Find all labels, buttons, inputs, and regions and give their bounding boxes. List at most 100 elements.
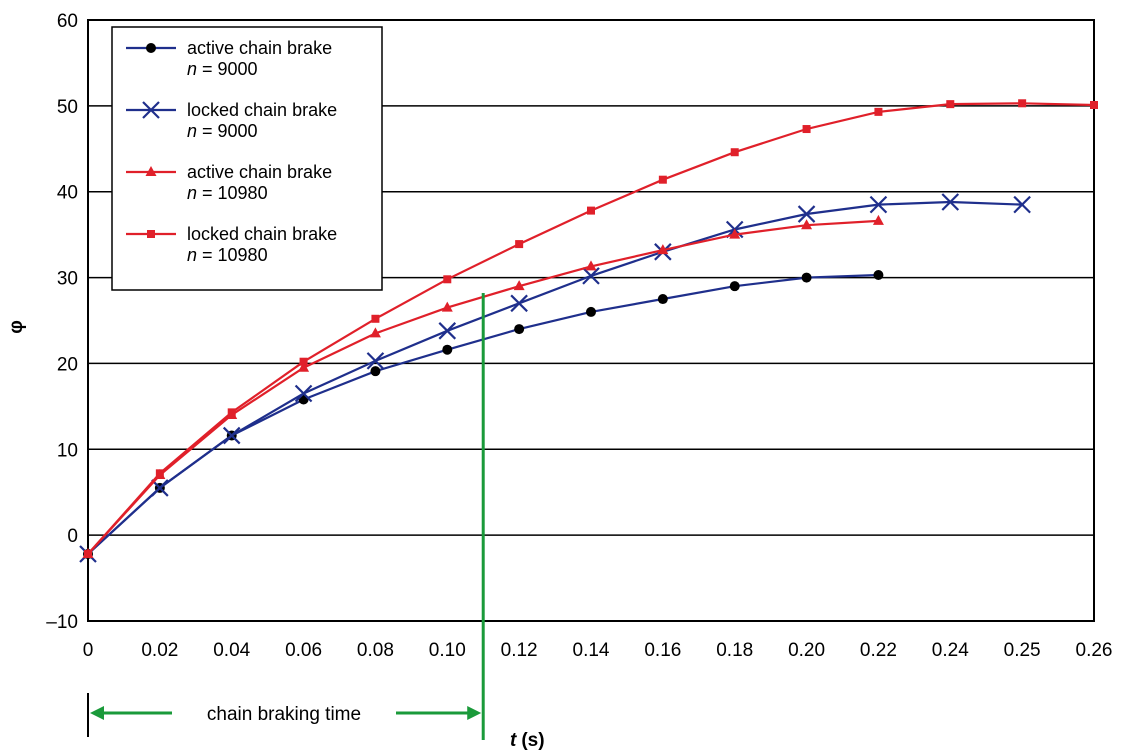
x-tick-label: 0.24	[932, 640, 969, 661]
y-tick-label: 40	[57, 183, 78, 204]
data-point	[441, 301, 453, 312]
x-tick-label: 0.04	[213, 640, 250, 661]
data-point	[299, 357, 308, 366]
x-tick-label: 0	[83, 640, 94, 661]
legend-n-value: = 10980	[202, 245, 268, 265]
x-tick-label: 0.25	[1004, 640, 1041, 661]
legend-box	[111, 26, 383, 291]
data-point	[1013, 195, 1031, 214]
x-tick-label: 0.20	[788, 640, 825, 661]
legend-n-value: = 9000	[202, 59, 258, 79]
marker-stroke	[941, 193, 960, 211]
data-point	[298, 361, 310, 372]
data-point	[84, 550, 92, 559]
legend-n-value: = 9000	[202, 121, 258, 141]
legend-sublabel: n = 10980	[187, 183, 268, 203]
data-point	[438, 322, 457, 340]
marker-stroke	[151, 479, 169, 497]
data-point	[222, 426, 241, 445]
legend-label: active chain brake	[187, 162, 332, 182]
y-tick-label: –10	[46, 612, 78, 633]
data-point	[801, 219, 813, 230]
data-point	[801, 272, 812, 283]
data-point	[142, 101, 160, 119]
legend-n-symbol: n	[187, 183, 197, 203]
y-tick-label: 30	[57, 269, 78, 290]
data-point	[514, 324, 525, 335]
x-tick-label: 0.06	[285, 640, 322, 661]
annotation-left-arrowhead	[90, 706, 104, 720]
data-point	[585, 260, 597, 271]
y-tick-label: 50	[57, 97, 78, 118]
marker-stroke	[582, 267, 600, 285]
x-axis-label: t (s)	[510, 730, 545, 751]
series-4	[84, 99, 1098, 559]
data-point	[151, 479, 169, 497]
data-point	[513, 280, 525, 291]
marker-stroke	[869, 195, 888, 214]
legend-sublabel: n = 9000	[187, 121, 258, 141]
data-point	[366, 352, 385, 370]
legend-sublabel: n = 9000	[187, 59, 258, 79]
legend-label: active chain brake	[187, 38, 332, 58]
x-tick-label: 0.08	[357, 640, 394, 661]
data-point	[155, 469, 164, 478]
data-point	[941, 193, 960, 211]
chain-braking-time-annotation: chain braking time	[87, 693, 482, 737]
data-point	[658, 175, 667, 184]
data-point	[587, 206, 595, 215]
data-point	[657, 244, 669, 255]
legend-n-value: = 10980	[202, 183, 268, 203]
data-point	[370, 366, 381, 377]
plot-frame	[87, 19, 1095, 622]
y-tick-label: 0	[67, 526, 78, 547]
data-point	[729, 228, 741, 239]
marker-stroke	[294, 384, 313, 403]
data-point	[802, 125, 811, 134]
x-tick-label: 0.18	[716, 640, 753, 661]
x-tick-label: 0.02	[141, 640, 178, 661]
data-point	[515, 240, 524, 249]
y-axis-label: φ	[6, 320, 27, 334]
data-point	[371, 314, 380, 323]
data-point	[582, 267, 600, 285]
data-point	[294, 384, 313, 403]
data-point	[657, 294, 668, 305]
series-layer	[79, 99, 1098, 563]
data-point	[730, 148, 739, 157]
x-axis-variable: t	[510, 730, 517, 751]
x-tick-label: 0.14	[573, 640, 610, 661]
x-axis-unit: (s)	[521, 730, 544, 751]
x-axis-ticks: 0 0.02 0.04 0.06 0.08 0.10 0.12 0.14 0.16 0.18 0.2…	[83, 640, 1113, 661]
legend-n-symbol: n	[187, 245, 197, 265]
data-point	[586, 306, 596, 317]
data-point	[874, 107, 883, 116]
data-point	[510, 294, 528, 313]
data-point	[869, 195, 888, 214]
marker-stroke	[1013, 195, 1031, 214]
data-point	[145, 166, 157, 176]
marker-stroke	[438, 322, 457, 340]
legend-n-symbol: n	[187, 121, 197, 141]
marker-stroke	[222, 426, 241, 445]
y-axis-ticks: –10 0 10 20 30 40 50 60	[46, 11, 78, 633]
y-tick-label: 20	[57, 354, 78, 375]
data-point	[729, 281, 740, 292]
x-tick-label: 0.16	[644, 640, 681, 661]
y-tick-label: 60	[57, 11, 78, 32]
data-point	[946, 100, 955, 109]
marker-stroke	[510, 294, 528, 313]
x-tick-label: 0.22	[860, 640, 897, 661]
data-point	[369, 327, 381, 338]
x-tick-label: 0.12	[501, 640, 538, 661]
marker-stroke	[797, 205, 816, 223]
data-point	[872, 214, 884, 225]
series-line	[87, 200, 1023, 555]
data-point	[147, 230, 155, 238]
marker-stroke	[142, 101, 160, 119]
